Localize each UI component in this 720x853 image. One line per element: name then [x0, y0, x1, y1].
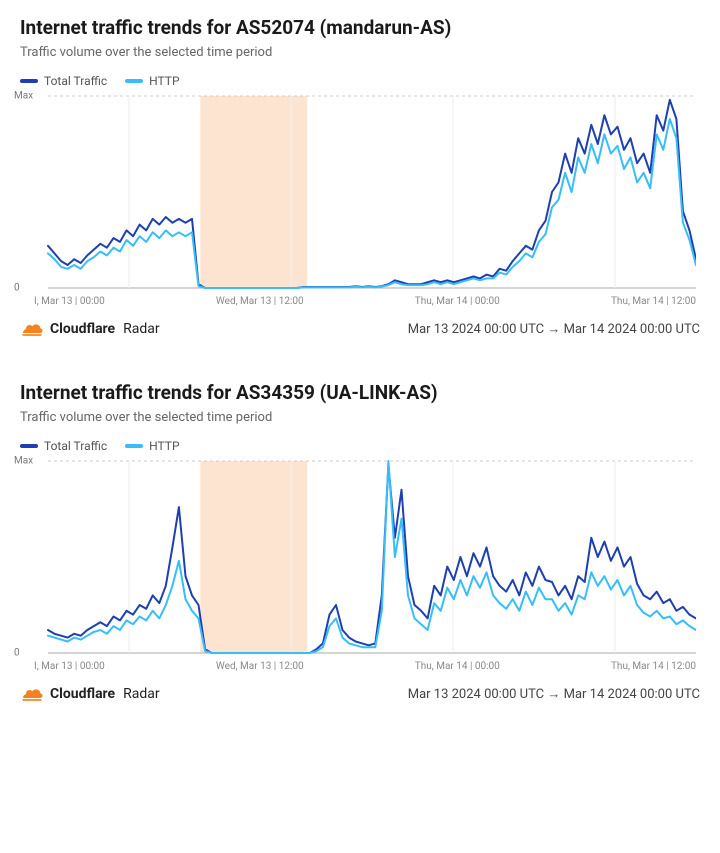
legend-swatch [125, 79, 143, 83]
cloudflare-icon [20, 321, 44, 337]
chart-subtitle: Traffic volume over the selected time pe… [20, 45, 700, 60]
chart-card: Internet traffic trends for AS34359 (UA-… [20, 381, 700, 702]
y-label-zero: 0 [14, 648, 20, 659]
chart-title: Internet traffic trends for AS52074 (man… [20, 16, 700, 39]
x-tick-label: Thu, Mar 14 | 12:00 [611, 661, 696, 672]
x-tick-label: Thu, Mar 14 | 12:00 [611, 296, 696, 307]
chart-footer: Cloudflare Radar Mar 13 2024 00:00 UTC →… [20, 321, 700, 337]
brand: Cloudflare Radar [20, 686, 160, 702]
legend-item: Total Traffic [20, 74, 107, 88]
legend-label: HTTP [149, 439, 179, 453]
x-axis: I, Mar 13 | 00:00 Wed, Mar 13 | 12:00 Thu,… [20, 296, 700, 307]
x-tick-label: Wed, Mar 13 | 12:00 [216, 661, 304, 672]
brand-name: Cloudflare [50, 686, 115, 702]
legend-swatch [20, 79, 38, 83]
chart-footer: Cloudflare Radar Mar 13 2024 00:00 UTC →… [20, 686, 700, 702]
x-tick-label: Thu, Mar 14 | 00:00 [415, 661, 500, 672]
y-label-max: Max [14, 456, 33, 467]
brand-sub: Radar [123, 686, 160, 702]
legend-item: HTTP [125, 74, 179, 88]
chart-svg [34, 457, 696, 657]
x-tick-label: Thu, Mar 14 | 00:00 [415, 296, 500, 307]
legend-label: Total Traffic [44, 439, 107, 453]
chart-subtitle: Traffic volume over the selected time pe… [20, 410, 700, 425]
legend-swatch [125, 444, 143, 448]
chart-legend: Total Traffic HTTP [20, 74, 700, 88]
plot-area: Max 0 [20, 457, 700, 657]
brand-name: Cloudflare [50, 321, 115, 337]
y-label-max: Max [14, 91, 33, 102]
legend-label: Total Traffic [44, 74, 107, 88]
chart-legend: Total Traffic HTTP [20, 439, 700, 453]
chart-card: Internet traffic trends for AS52074 (man… [20, 16, 700, 337]
chart-svg [34, 92, 696, 292]
date-range: Mar 13 2024 00:00 UTC → Mar 14 2024 00:0… [408, 686, 700, 702]
cloudflare-icon [20, 686, 44, 702]
legend-swatch [20, 444, 38, 448]
x-tick-label: Wed, Mar 13 | 12:00 [216, 296, 304, 307]
legend-item: Total Traffic [20, 439, 107, 453]
brand-sub: Radar [123, 321, 160, 337]
brand: Cloudflare Radar [20, 321, 160, 337]
series-total [48, 465, 696, 653]
legend-item: HTTP [125, 439, 179, 453]
legend-label: HTTP [149, 74, 179, 88]
chart-title: Internet traffic trends for AS34359 (UA-… [20, 381, 700, 404]
x-axis: I, Mar 13 | 00:00 Wed, Mar 13 | 12:00 Thu,… [20, 661, 700, 672]
series-total [48, 100, 696, 288]
x-tick-label: I, Mar 13 | 00:00 [34, 296, 105, 307]
date-range: Mar 13 2024 00:00 UTC → Mar 14 2024 00:0… [408, 321, 700, 337]
plot-area: Max 0 [20, 92, 700, 292]
y-label-zero: 0 [14, 283, 20, 294]
x-tick-label: I, Mar 13 | 00:00 [34, 661, 105, 672]
series-http [48, 119, 696, 288]
